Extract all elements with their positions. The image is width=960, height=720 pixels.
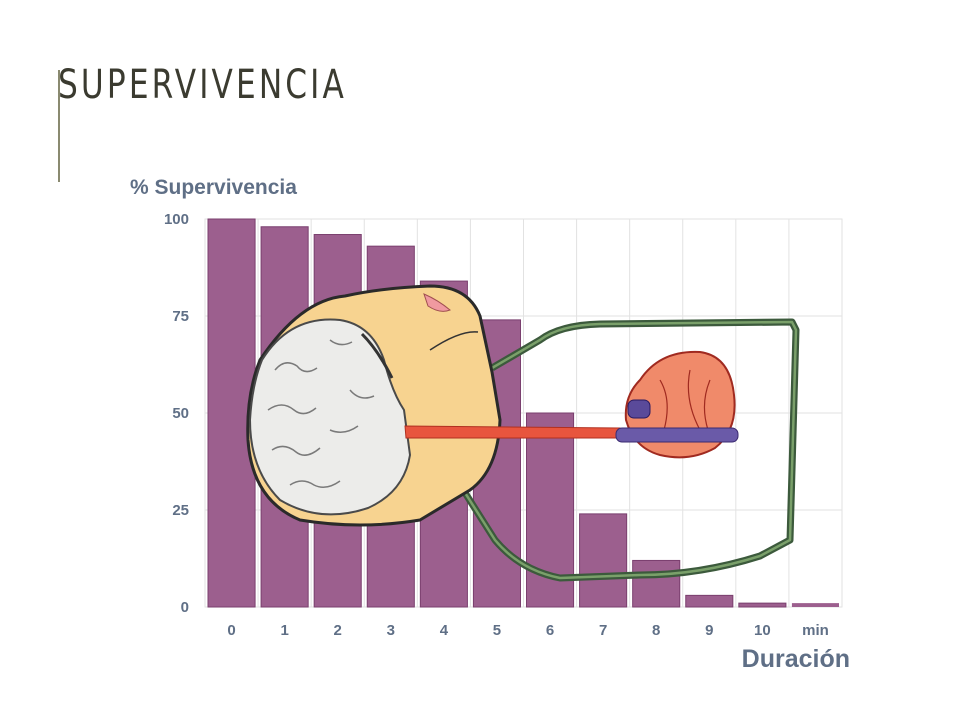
bar-8	[632, 559, 681, 608]
x-axis-title: Duración	[742, 645, 850, 673]
y-tick-label: 0	[181, 599, 189, 616]
x-tick-label: 4	[440, 622, 449, 639]
eye-icon	[360, 332, 394, 379]
bar-10	[738, 602, 787, 608]
x-tick-label: 0	[227, 622, 235, 639]
y-tick-label: 100	[164, 211, 189, 228]
axis-text: 0 25 50 75 100 0 1 2 3 4 5 6 7 8 9 10 min % Supervivencia…	[130, 176, 850, 673]
lips-icon	[423, 293, 451, 312]
head-heart-illustration	[246, 284, 800, 582]
slide-title: SUPERVIVENCIA	[58, 62, 347, 108]
bar-9	[685, 594, 734, 608]
y-axis-title: % Supervivencia	[130, 176, 297, 199]
vein-icon	[615, 427, 739, 443]
y-tick-label: 50	[172, 405, 189, 422]
x-tick-label: 9	[705, 622, 713, 639]
x-tick-label: 10	[754, 622, 771, 639]
x-tick-label: 8	[652, 622, 660, 639]
artery-icon	[404, 425, 630, 439]
x-tick-label: 6	[546, 622, 554, 639]
x-unit-label: min	[802, 622, 829, 639]
x-tick-label: 2	[334, 622, 342, 639]
bar-unit-slot	[791, 603, 839, 607]
y-tick-label: 25	[172, 502, 189, 519]
y-tick-label: 75	[172, 308, 189, 325]
x-tick-label: 5	[493, 622, 501, 639]
x-tick-label: 7	[599, 622, 607, 639]
title-accent-line	[58, 70, 60, 182]
x-tick-label: 1	[280, 622, 288, 639]
bar-7	[579, 513, 628, 608]
x-tick-label: 3	[387, 622, 395, 639]
brain-icon	[248, 318, 412, 516]
